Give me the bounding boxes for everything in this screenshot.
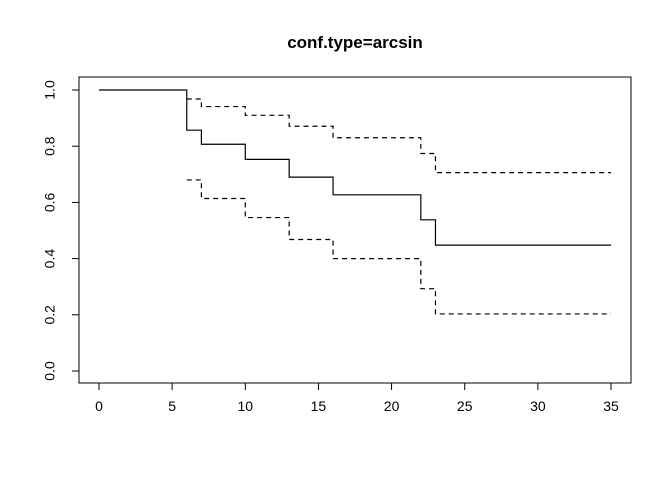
y-tick-label: 0.0	[42, 361, 58, 381]
chart-title: conf.type=arcsin	[287, 33, 423, 52]
x-axis: 0 5 10 15 20 25 30 35	[95, 382, 619, 414]
upper-confidence-line	[186, 98, 611, 174]
x-tick-label: 0	[95, 398, 103, 414]
y-tick-label: 0.6	[42, 192, 58, 212]
x-tick-label: 15	[311, 398, 327, 414]
x-tick-label: 10	[237, 398, 253, 414]
y-axis: 0.0 0.2 0.4 0.6 0.8 1.0	[42, 80, 80, 381]
lower-confidence-line	[186, 179, 611, 315]
x-tick-label: 25	[457, 398, 473, 414]
y-tick-label: 0.4	[42, 249, 58, 269]
plot-frame	[78, 76, 632, 384]
x-tick-label: 35	[603, 398, 619, 414]
x-tick-label: 30	[530, 398, 546, 414]
x-tick-label: 20	[384, 398, 400, 414]
series-layer	[99, 89, 611, 315]
x-tick-label: 5	[168, 398, 176, 414]
survival-estimate-line	[99, 89, 611, 246]
y-tick-label: 1.0	[42, 80, 58, 100]
y-tick-label: 0.2	[42, 305, 58, 325]
y-tick-label: 0.8	[42, 136, 58, 156]
